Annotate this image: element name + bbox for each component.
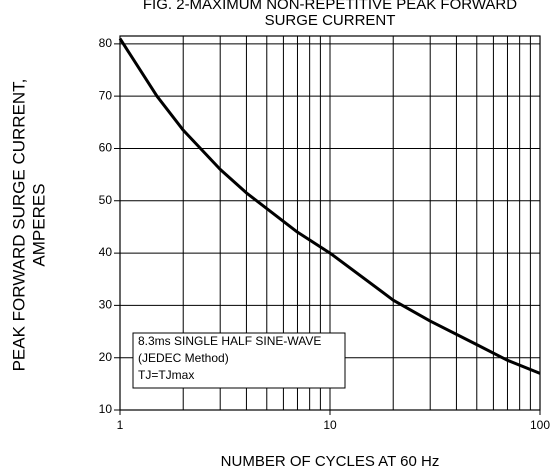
x-tick-label: 1 [117,418,124,432]
y-tick-label: 70 [99,88,113,102]
y-tick-label: 60 [99,141,113,155]
y-axis-label: AMPERES [29,183,48,266]
y-tick-label: 20 [99,350,113,364]
y-tick-label: 50 [99,193,113,207]
annotation: TJ=TJmax [138,368,194,382]
y-tick-label: 80 [99,36,113,50]
annotation: (JEDEC Method) [138,351,229,365]
y-tick-label: 30 [99,298,113,312]
x-tick-label: 10 [323,418,337,432]
y-axis-label: PEAK FORWARD SURGE CURRENT, [9,79,28,372]
chart-title: SURGE CURRENT [265,12,396,29]
data-line [118,37,541,375]
annotation: 8.3ms SINGLE HALF SINE-WAVE [138,334,321,348]
annotation-box [132,332,346,389]
y-tick-label: 10 [99,402,113,416]
x-axis-label: NUMBER OF CYCLES AT 60 Hz [221,453,440,470]
chart-title: FIG. 2-MAXIMUM NON-REPETITIVE PEAK FORWA… [143,0,517,13]
x-tick-label: 100 [530,418,550,432]
y-tick-label: 40 [99,245,113,259]
